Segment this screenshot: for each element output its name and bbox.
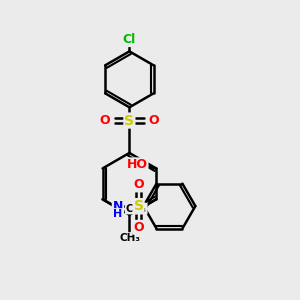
- Text: S: S: [134, 199, 143, 213]
- Text: S: S: [124, 114, 134, 128]
- Text: CH₃: CH₃: [126, 204, 147, 214]
- Text: CH₃: CH₃: [119, 233, 140, 243]
- Text: O: O: [149, 114, 159, 127]
- Text: N: N: [113, 200, 123, 213]
- Text: O: O: [133, 178, 144, 191]
- Text: O: O: [99, 114, 110, 127]
- Text: O: O: [133, 221, 144, 234]
- Text: Cl: Cl: [123, 33, 136, 46]
- Text: HO: HO: [127, 158, 148, 171]
- Text: H: H: [113, 209, 122, 219]
